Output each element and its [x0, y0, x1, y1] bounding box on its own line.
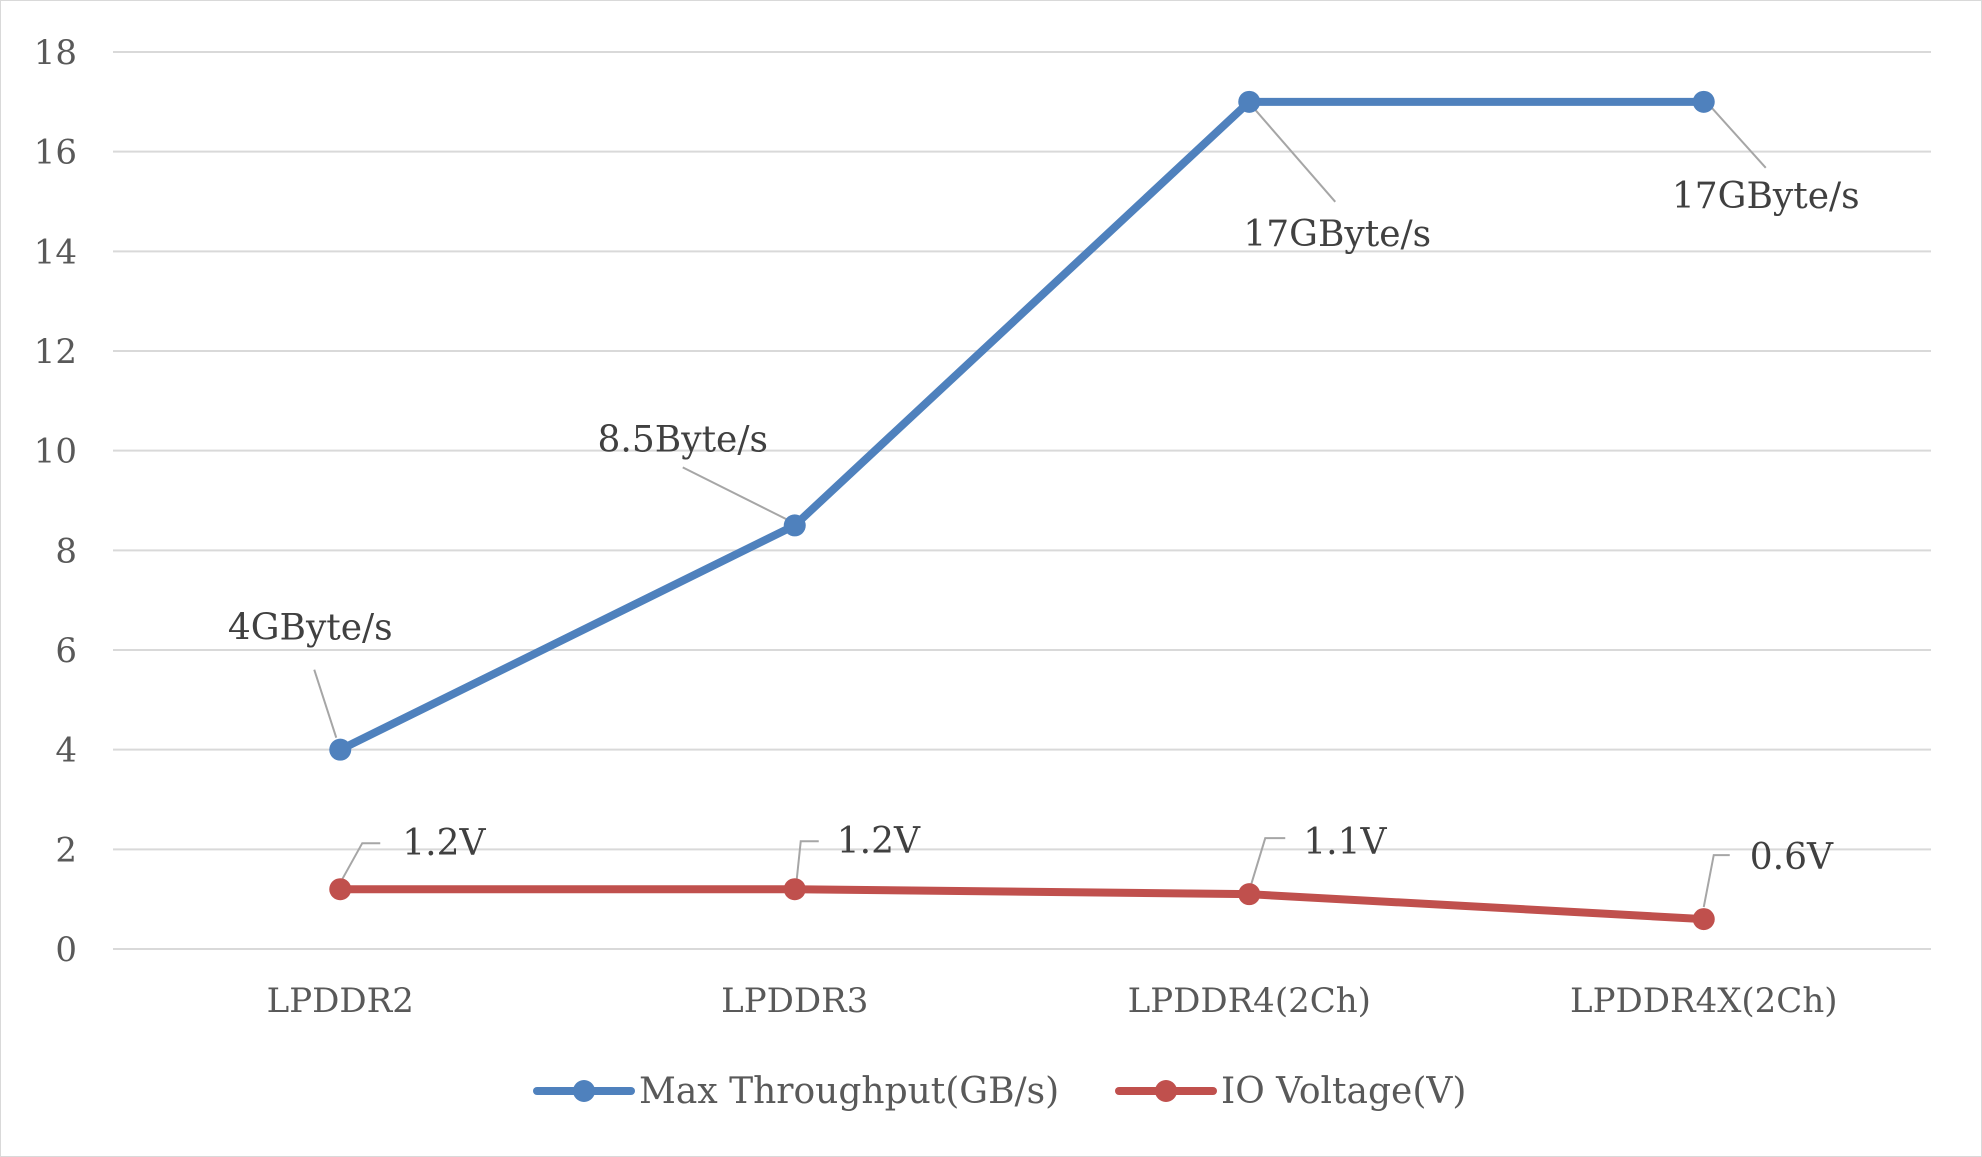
x-category-label: LPDDR2	[267, 981, 414, 1021]
series-max-throughput	[329, 90, 1715, 761]
series-line	[336, 885, 1708, 924]
leader-line	[313, 669, 338, 738]
leader-line	[1254, 109, 1337, 203]
leader-line	[795, 840, 819, 880]
data-point	[329, 878, 352, 901]
legend-item: IO Voltage(V)	[1115, 1071, 1466, 1112]
data-labels: 4GByte/s 8.5Byte/s 17GByte/s 17GByte/s 1.2V 1…	[228, 176, 1860, 878]
data-point	[329, 738, 352, 761]
data-label: 8.5Byte/s	[598, 419, 768, 460]
legend-marker	[1155, 1080, 1177, 1102]
y-tick-label: 8	[55, 531, 77, 571]
leader-line	[1250, 837, 1286, 885]
y-tick-label: 12	[34, 332, 77, 372]
x-axis-category-labels: LPDDR2 LPDDR3 LPDDR4(2Ch) LPDDR4X(2Ch)	[267, 981, 1838, 1021]
data-point	[1692, 90, 1715, 113]
data-point	[1692, 908, 1715, 931]
y-tick-label: 0	[55, 930, 77, 970]
y-tick-label: 16	[34, 133, 77, 173]
y-tick-label: 4	[55, 731, 77, 771]
series-line	[336, 97, 1708, 754]
data-label: 1.2V	[402, 823, 486, 864]
y-tick-label: 6	[55, 631, 77, 671]
data-point	[1238, 90, 1261, 113]
y-tick-label: 2	[55, 830, 77, 870]
data-point	[1238, 883, 1261, 906]
data-label: 17GByte/s	[1243, 214, 1431, 255]
data-label: 1.2V	[837, 821, 921, 862]
y-axis-tick-labels: 0 2 4 6 8 10 12 14 16 18	[34, 33, 77, 970]
legend-marker	[573, 1080, 595, 1102]
y-tick-label: 14	[34, 232, 77, 272]
gridlines	[113, 51, 1931, 950]
legend-item: Max Throughput(GB/s)	[533, 1071, 1059, 1112]
legend-label: IO Voltage(V)	[1221, 1071, 1466, 1112]
y-tick-label: 18	[34, 33, 77, 73]
leader-line	[1711, 107, 1767, 169]
leader-line	[682, 466, 788, 521]
leader-line	[341, 842, 381, 880]
x-category-label: LPDDR4(2Ch)	[1128, 981, 1371, 1021]
series-io-voltage	[329, 878, 1715, 931]
series-lines	[329, 90, 1715, 931]
data-point	[783, 514, 806, 537]
data-label-leader-lines	[313, 107, 1767, 908]
y-tick-label: 10	[34, 432, 77, 472]
data-label: 0.6V	[1750, 837, 1834, 878]
x-category-label: LPDDR3	[721, 981, 868, 1021]
data-label: 1.1V	[1303, 822, 1387, 863]
legend: Max Throughput(GB/s) IO Voltage(V)	[533, 1071, 1466, 1112]
x-category-label: LPDDR4X(2Ch)	[1570, 981, 1837, 1021]
data-point	[783, 878, 806, 901]
legend-label: Max Throughput(GB/s)	[639, 1071, 1059, 1112]
data-label: 4GByte/s	[228, 608, 393, 649]
leader-line	[1702, 854, 1730, 908]
data-label: 17GByte/s	[1672, 176, 1860, 217]
